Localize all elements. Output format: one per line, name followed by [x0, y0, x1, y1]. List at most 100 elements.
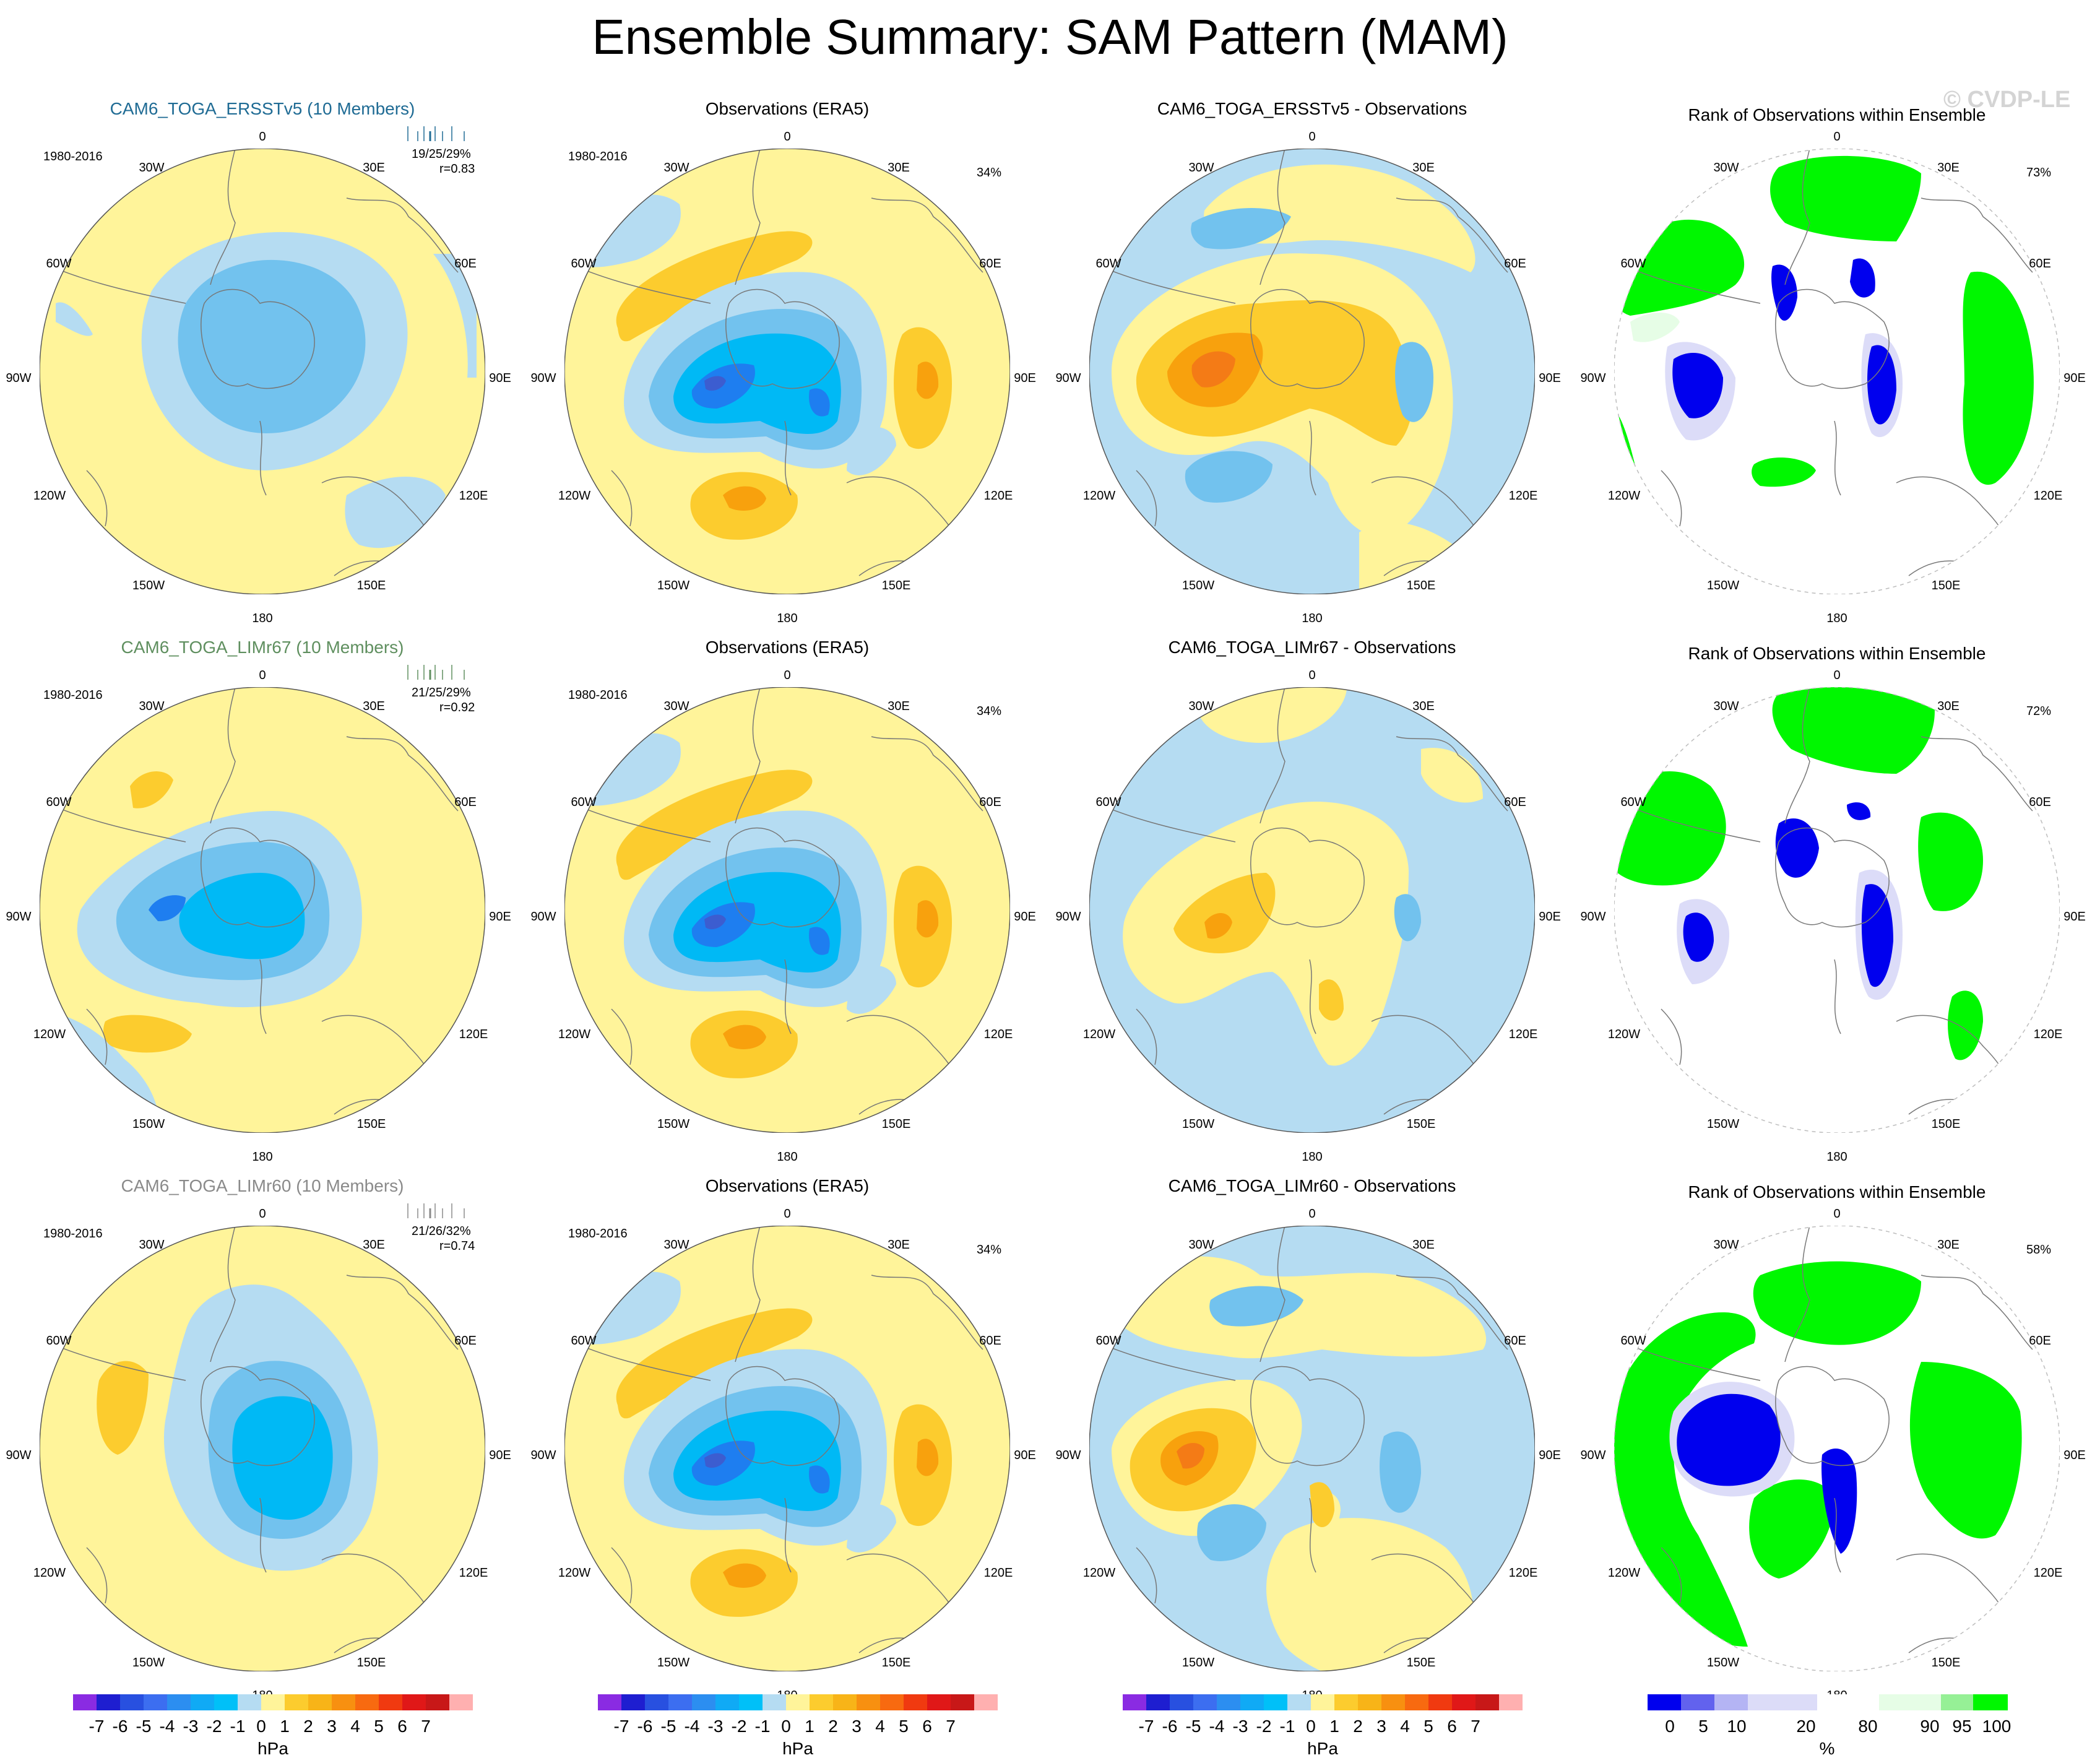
- lon-label-bottom: 180: [1826, 1150, 1847, 1164]
- coastline: [725, 1366, 840, 1466]
- contour-region-neg5: [704, 914, 726, 930]
- lon-label-n30e: 30E: [1412, 1238, 1435, 1252]
- panel-title: Rank of Observations within Ensemble: [1688, 1182, 1986, 1202]
- colorbar-swatch: [833, 1694, 857, 1710]
- coastline: [346, 1275, 459, 1350]
- lon-label-n60w: 60W: [571, 795, 597, 809]
- contour-region-neg4: [809, 388, 830, 417]
- colorbar-tick-label: -7: [613, 1717, 629, 1736]
- lon-label-n60w: 60W: [571, 1334, 597, 1348]
- lon-label-n120e: 120E: [1508, 1028, 1538, 1041]
- coastline: [1136, 470, 1157, 527]
- coastline: [1396, 736, 1508, 812]
- colorbar-tick-label: -1: [1279, 1717, 1295, 1736]
- colorbar-swatches: [1123, 1694, 1523, 1710]
- lon-label-n90e: 90E: [489, 1449, 511, 1462]
- coastline: [210, 687, 236, 824]
- colorbar-tick-label: 0: [1306, 1717, 1316, 1736]
- panel-title: CAM6_TOGA_ERSSTv5 - Observations: [1157, 99, 1467, 118]
- contour-region-green: [1752, 457, 1816, 487]
- lon-label-top: 0: [784, 1207, 791, 1221]
- lon-label-n60e: 60E: [1504, 257, 1526, 271]
- colorbar-swatch: [974, 1694, 998, 1710]
- colorbar-tick-label: 5: [1698, 1717, 1708, 1736]
- panel-diff: CAM6_TOGA_ERSSTv5 - Observations 0 30W 30E 6…: [1050, 99, 1575, 638]
- colorbar-tick-label: 5: [899, 1717, 909, 1736]
- colorbar-swatch: [598, 1694, 621, 1710]
- lon-label-top: 0: [259, 130, 266, 144]
- lon-label-n90w: 90W: [6, 910, 32, 924]
- coastline: [1661, 1547, 1682, 1604]
- colorbar-hpa-3: -7 -6 -5 -4 -3 -2 -1 0 1 2 3 4 5 6 7 hPa: [1050, 1693, 1575, 1761]
- colorbar-swatch: [1193, 1694, 1217, 1710]
- lon-label-n30w: 30W: [139, 161, 165, 175]
- lon-label-n90w: 90W: [530, 371, 556, 385]
- coastline: [86, 1547, 108, 1604]
- colorbar-tick-label: 5: [1424, 1717, 1433, 1736]
- contour-region-pos3: [917, 362, 939, 399]
- lon-label-n120e: 120E: [2033, 1028, 2063, 1041]
- contour-region-blue: [1683, 912, 1714, 962]
- ensemble-pct-stats: 21/26/32%: [412, 1224, 471, 1238]
- lon-label-n120w: 120W: [1082, 1028, 1116, 1041]
- polar-map-model: [40, 149, 485, 594]
- colorbar-hpa-2: -7 -6 -5 -4 -3 -2 -1 0 1 2 3 4 5 6 7 hPa: [525, 1693, 1050, 1761]
- coastline: [1775, 1366, 1890, 1466]
- colorbar-tick-label: 1: [280, 1717, 290, 1736]
- coastline: [1784, 149, 1810, 285]
- panel-obs: Observations (ERA5) 1980-2016 34% 0 30W 30E 60…: [525, 99, 1050, 638]
- panel-model: CAM6_TOGA_LIMr67 (10 Members) 1980-2016 21…: [0, 638, 525, 1176]
- lon-label-n60w: 60W: [1095, 257, 1121, 271]
- lon-label-n60e: 60E: [1504, 1334, 1526, 1348]
- contour-region-blue: [1677, 1393, 1781, 1486]
- lon-label-n150e: 150E: [881, 1117, 911, 1131]
- colorbar-unit: hPa: [1307, 1739, 1338, 1758]
- lon-label-n120w: 120W: [1607, 1028, 1641, 1041]
- coastline: [735, 1226, 761, 1362]
- colorbar-swatch: [1941, 1694, 1973, 1710]
- colorbar-swatch: [97, 1694, 120, 1710]
- contour-region-pos2: [1136, 300, 1413, 446]
- contour-region-pos2: [1310, 1482, 1334, 1527]
- colorbar-tick-label: 4: [350, 1717, 360, 1736]
- colorbar-swatch: [191, 1694, 214, 1710]
- polar-map-diff: [1089, 149, 1535, 594]
- period-label: 1980-2016: [43, 1227, 103, 1241]
- contour-region-pos3: [1204, 913, 1232, 939]
- pattern-correlation: r=0.83: [439, 162, 475, 176]
- lon-label-top: 0: [784, 130, 791, 144]
- lon-label-n120w: 120W: [33, 1028, 66, 1041]
- lon-label-n90w: 90W: [1580, 1449, 1606, 1462]
- pattern-correlation: r=0.92: [439, 701, 475, 714]
- colorbar-tick-label: -3: [183, 1717, 199, 1736]
- period-label: 1980-2016: [568, 150, 628, 163]
- lon-label-n30e: 30E: [888, 1238, 910, 1252]
- panel-title: CAM6_TOGA_ERSSTv5 (10 Members): [110, 99, 415, 118]
- lon-label-n30w: 30W: [1713, 1238, 1739, 1252]
- lon-label-n150w: 150W: [1706, 1117, 1740, 1131]
- panel-model: CAM6_TOGA_LIMr60 (10 Members) 1980-2016 21…: [0, 1176, 525, 1715]
- polar-map-obs: [564, 687, 1010, 1133]
- contour-region-green: [1770, 155, 1921, 241]
- coastline: [611, 1547, 633, 1604]
- lon-label-n120e: 120E: [459, 1566, 488, 1580]
- lon-label-n30e: 30E: [363, 161, 385, 175]
- lon-label-n60w: 60W: [1095, 1334, 1121, 1348]
- lon-label-n90e: 90E: [1014, 371, 1036, 385]
- contour-region-blue: [1775, 818, 1819, 878]
- colorbar-tick-label: -1: [230, 1717, 246, 1736]
- lon-label-n30e: 30E: [888, 700, 910, 713]
- panel-title: Rank of Observations within Ensemble: [1688, 644, 1986, 663]
- coastline: [1260, 1226, 1285, 1362]
- lon-label-bottom: 180: [1826, 612, 1847, 625]
- colorbar-swatch: [927, 1694, 951, 1710]
- polar-map-model: [40, 687, 485, 1133]
- lon-label-n90e: 90E: [2063, 1449, 2086, 1462]
- contour-region-pos2: [616, 769, 813, 880]
- lon-label-n120w: 120W: [558, 489, 591, 503]
- lon-label-n150w: 150W: [657, 1117, 690, 1131]
- colorbar-tick-label: -2: [1256, 1717, 1272, 1736]
- lon-label-top: 0: [1308, 1207, 1316, 1221]
- coastline: [1661, 1008, 1682, 1065]
- lon-label-n30w: 30W: [139, 700, 165, 713]
